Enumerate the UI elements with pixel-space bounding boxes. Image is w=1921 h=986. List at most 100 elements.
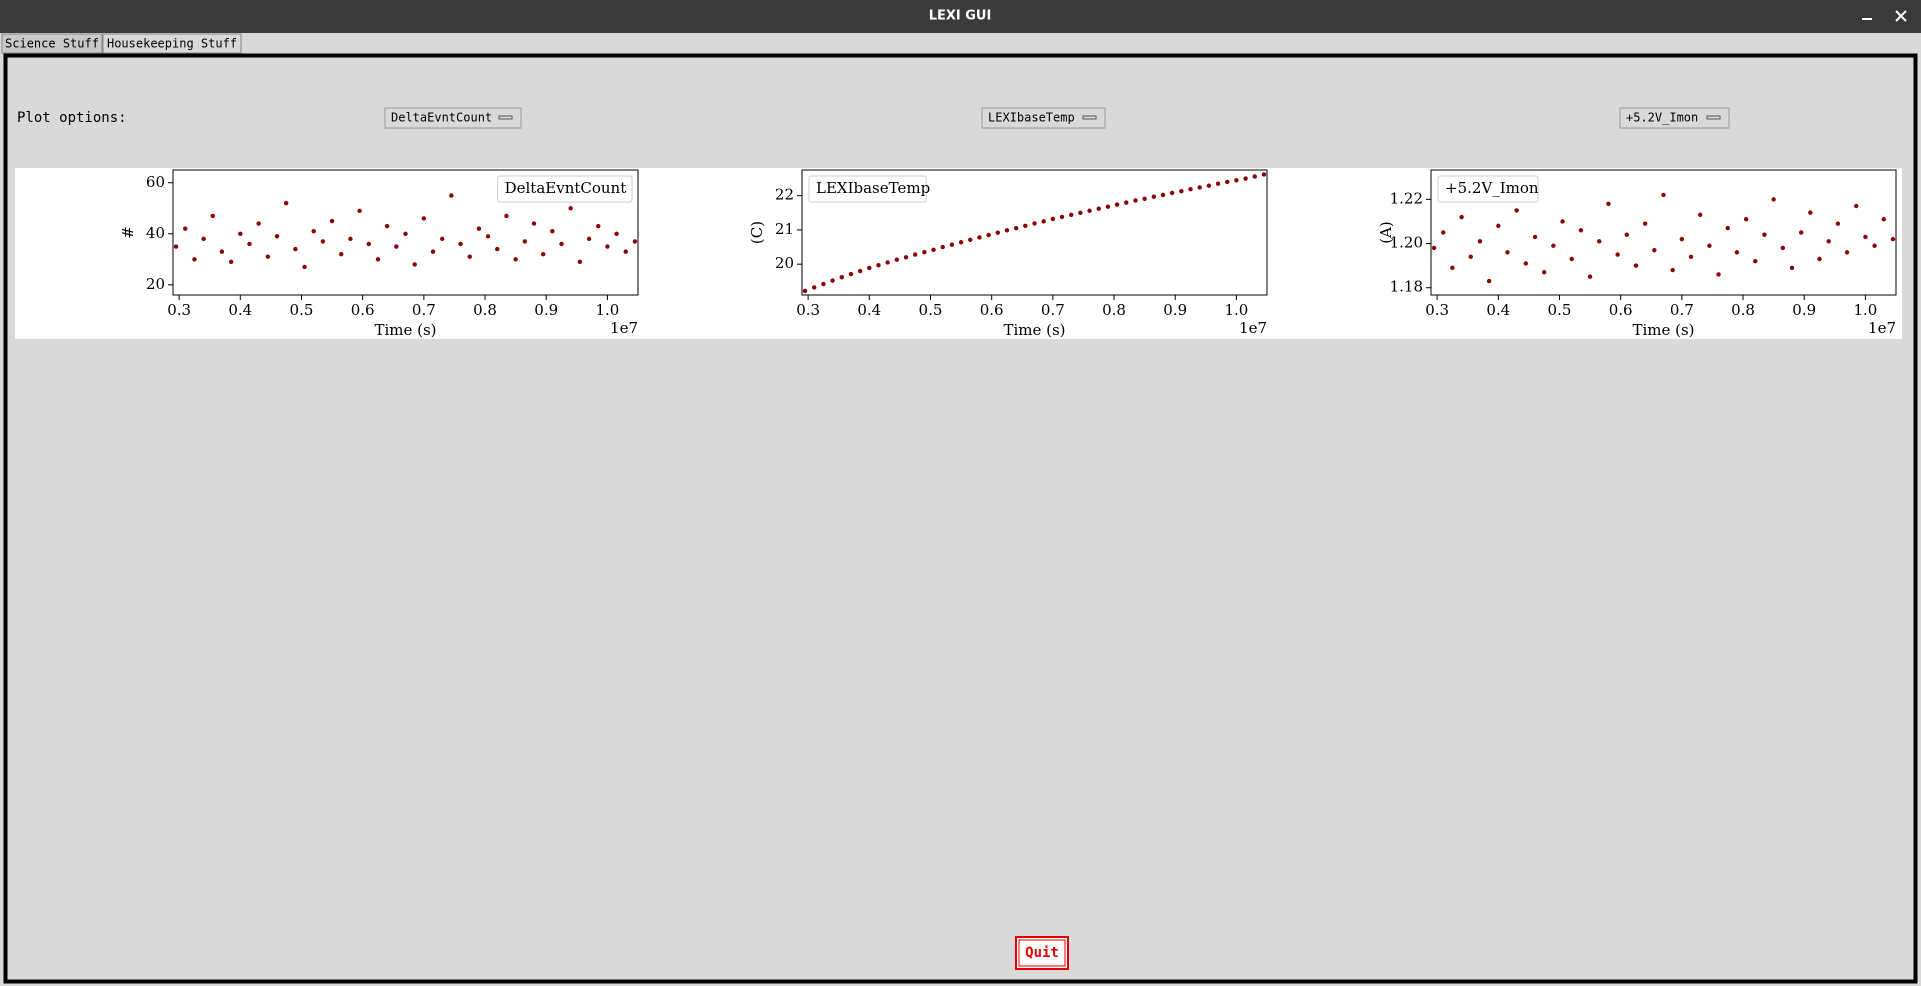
point	[1252, 174, 1257, 179]
dropdown-label[interactable]: LEXIbaseTemp	[988, 111, 1075, 125]
point	[1707, 243, 1712, 248]
point	[495, 246, 500, 252]
point	[614, 231, 619, 236]
tab[interactable]	[1, 33, 103, 54]
point	[1215, 181, 1221, 186]
y-axis-label: #	[119, 226, 137, 239]
point	[421, 216, 427, 221]
quit-button-inner[interactable]	[1018, 939, 1066, 967]
point	[320, 239, 326, 244]
point	[1633, 263, 1639, 268]
dropdown-indicator[interactable]	[1082, 115, 1097, 120]
title-bar	[0, 0, 1921, 33]
y-tick-label: 1.18	[1390, 278, 1423, 296]
tab[interactable]	[102, 33, 242, 54]
point	[1789, 265, 1795, 271]
point	[449, 193, 454, 198]
point	[1505, 250, 1510, 255]
point	[958, 240, 964, 245]
point	[1023, 223, 1028, 229]
point	[311, 229, 316, 234]
point	[192, 257, 197, 262]
point	[1652, 247, 1657, 253]
point	[1587, 274, 1593, 279]
y-tick-label: 40	[146, 224, 165, 242]
x-tick-label: 0.3	[167, 301, 191, 319]
point	[293, 246, 298, 252]
close-button[interactable]	[1895, 10, 1907, 22]
point	[1078, 210, 1083, 216]
legend-label: +5.2V_Imon	[1445, 179, 1539, 197]
point	[1133, 198, 1138, 203]
point	[857, 268, 863, 274]
point	[1431, 245, 1437, 251]
point	[605, 244, 610, 249]
quit-label[interactable]: Quit	[1025, 945, 1059, 961]
point	[467, 254, 472, 259]
dropdown[interactable]	[1619, 107, 1730, 129]
point	[830, 278, 835, 283]
dropdown-label[interactable]: DeltaEvntCount	[391, 111, 492, 125]
point	[1844, 250, 1850, 255]
point	[1477, 239, 1483, 244]
point	[1578, 228, 1584, 233]
point	[1114, 202, 1120, 207]
point	[1881, 217, 1886, 222]
point	[1197, 185, 1202, 190]
point	[1523, 261, 1529, 266]
point	[1872, 243, 1877, 248]
point	[1826, 239, 1831, 244]
point	[265, 254, 271, 259]
tab-label[interactable]: Science Stuff	[5, 37, 99, 51]
dropdown[interactable]	[981, 107, 1106, 129]
point	[1798, 230, 1804, 235]
x-tick-label: 0.5	[919, 301, 943, 319]
x-axis-label: Time (s)	[374, 321, 436, 339]
dropdown[interactable]	[384, 107, 522, 129]
y-tick-label: 1.20	[1390, 234, 1423, 252]
quit-button[interactable]	[1015, 936, 1069, 970]
point	[1151, 194, 1157, 199]
dropdown-indicator[interactable]	[498, 115, 513, 120]
y-tick-label: 60	[146, 173, 165, 191]
x-axis-label: Time (s)	[1003, 321, 1065, 339]
x-tick-label: 0.5	[290, 301, 314, 319]
plot-options-label: Plot options:	[17, 110, 127, 126]
x-tick-label: 1.0	[1224, 301, 1248, 319]
point	[247, 241, 252, 247]
x-tick-label: 0.7	[412, 301, 436, 319]
point	[1486, 278, 1492, 284]
point	[201, 236, 206, 242]
point	[1169, 190, 1175, 196]
point	[885, 260, 890, 265]
x-axis-label: Time (s)	[1632, 321, 1694, 339]
point	[394, 244, 399, 249]
y-tick-label: 20	[146, 275, 165, 293]
dropdown-indicator[interactable]	[1706, 115, 1721, 120]
dropdown-label[interactable]: +5.2V_Imon	[1626, 111, 1698, 125]
x-offset-label: 1e7	[1868, 319, 1896, 337]
point	[1734, 250, 1740, 255]
point	[577, 259, 583, 265]
y-tick-label: 22	[775, 186, 794, 204]
point	[384, 223, 390, 229]
x-tick-label: 0.7	[1670, 301, 1694, 319]
x-tick-label: 0.4	[228, 301, 252, 319]
x-tick-label: 1.0	[595, 301, 619, 319]
legend-box	[808, 175, 927, 203]
point	[1780, 245, 1786, 251]
point	[531, 221, 537, 226]
x-tick-label: 0.3	[796, 301, 820, 319]
point	[995, 230, 1000, 235]
point	[513, 257, 518, 262]
point	[1670, 267, 1675, 273]
point	[848, 271, 854, 277]
chart: 20 40 60 0.3 0.4 0.5 0.6 0.7 0.8 0.9 1.0 Time (s) 1e…	[119, 169, 639, 339]
point	[1041, 219, 1046, 224]
tab-label[interactable]: Housekeeping Stuff	[107, 37, 237, 51]
point	[366, 241, 371, 247]
point	[1753, 259, 1758, 264]
point	[430, 249, 436, 254]
point	[1050, 216, 1056, 222]
